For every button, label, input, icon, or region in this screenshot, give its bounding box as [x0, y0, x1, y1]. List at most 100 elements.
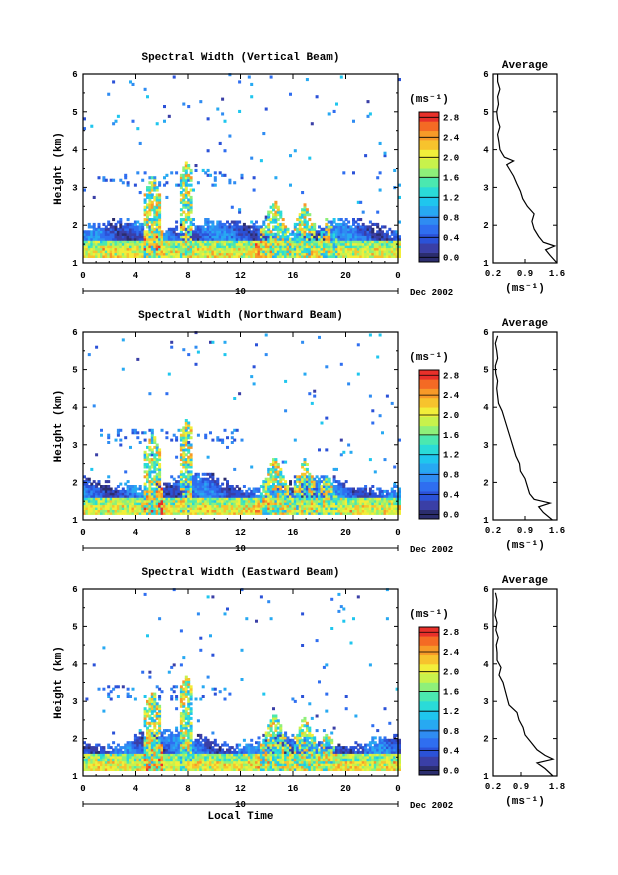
heatmap-cell	[121, 685, 125, 689]
heatmap-cell	[247, 497, 251, 501]
heatmap-cell	[330, 482, 334, 486]
heatmap-cell	[129, 511, 132, 515]
heatmap-cell	[235, 242, 239, 246]
heatmap-cell	[133, 487, 137, 491]
heatmap-cell	[153, 247, 157, 251]
heatmap-cell	[233, 230, 237, 234]
heatmap-cell	[199, 100, 203, 104]
heatmap-cell	[230, 245, 234, 249]
heatmap-cell	[250, 497, 254, 501]
heatmap-cell	[141, 746, 145, 750]
heatmap-cell	[184, 191, 188, 195]
heatmap-cell	[276, 252, 280, 256]
heatmap-cell	[107, 758, 111, 762]
heatmap-cell	[318, 511, 321, 515]
heatmap-cell	[267, 225, 271, 229]
heatmap-cell	[95, 509, 99, 513]
heatmap-cell	[172, 502, 176, 506]
heatmap-cell	[398, 195, 401, 199]
heatmap-cell	[160, 750, 164, 754]
heatmap-cell	[325, 475, 329, 479]
heatmap-cell	[187, 482, 191, 486]
heatmap-cell	[177, 504, 181, 508]
heatmap-cell	[339, 362, 343, 366]
heatmap-cell	[267, 247, 271, 251]
heatmap-cell	[218, 250, 222, 254]
heatmap-cell	[158, 254, 162, 258]
heatmap-cell	[344, 225, 348, 229]
heatmap-cell	[150, 250, 154, 254]
heatmap-cell	[153, 453, 157, 457]
heatmap-cell	[189, 426, 193, 430]
heatmap-cell	[339, 227, 343, 231]
heatmap-cell	[138, 504, 142, 508]
heatmap-cell	[366, 504, 370, 508]
heatmap-cell	[155, 242, 159, 246]
heatmap-cell	[179, 247, 183, 251]
heatmap-cell	[385, 511, 389, 515]
heatmap-cell	[206, 254, 210, 258]
heatmap-cell	[325, 494, 329, 498]
heatmap-cell	[376, 511, 380, 515]
heatmap-cell	[158, 465, 162, 469]
heatmap-cell	[90, 755, 94, 759]
heatmap-cell	[213, 489, 217, 493]
heatmap-cell	[238, 240, 242, 244]
heatmap-cell	[155, 507, 159, 510]
heatmap-cell	[366, 492, 370, 496]
heatmap-cell	[228, 497, 232, 501]
heatmap-cell	[335, 467, 338, 471]
heatmap-cell	[184, 507, 188, 510]
heatmap-cell	[298, 480, 302, 484]
heatmap-cell	[339, 494, 343, 498]
heatmap-cell	[121, 245, 125, 249]
heatmap-cell	[184, 431, 188, 435]
heatmap-cell	[269, 504, 273, 508]
heatmap-cell	[189, 225, 193, 229]
heatmap-cell	[184, 254, 188, 258]
heatmap-cell	[318, 489, 321, 493]
heatmap-cell	[209, 247, 212, 251]
heatmap-cell	[206, 504, 210, 508]
heatmap-cell	[172, 247, 176, 251]
heatmap-cell	[395, 497, 399, 501]
heatmap-cell	[274, 475, 278, 479]
heatmap-cell	[272, 504, 275, 508]
heatmap-cell	[109, 489, 113, 493]
heatmap-cell	[221, 489, 225, 493]
heatmap-cell	[155, 254, 159, 258]
heatmap-cell	[344, 254, 348, 258]
heatmap-cell	[255, 254, 258, 258]
heatmap-cell	[107, 232, 111, 236]
heatmap-cell	[378, 502, 382, 506]
heatmap-cell	[104, 245, 108, 249]
heatmap-cell	[141, 509, 145, 513]
heatmap-cell	[170, 736, 174, 740]
heatmap-cell	[150, 743, 154, 747]
heatmap-cell	[366, 245, 370, 249]
heatmap-cell	[126, 502, 130, 506]
heatmap-cell	[293, 485, 297, 488]
heatmap-cell	[284, 245, 288, 249]
heatmap-cell	[289, 492, 292, 496]
heatmap-cell	[155, 458, 159, 462]
heatmap-cell	[121, 507, 125, 510]
heatmap-cell	[129, 225, 132, 229]
heatmap-cell	[255, 504, 258, 508]
heatmap-cell	[318, 245, 321, 249]
heatmap-cell	[279, 237, 283, 241]
heatmap-cell	[131, 502, 135, 506]
heatmap-cell	[308, 487, 312, 491]
heatmap-cell	[376, 176, 380, 180]
heatmap-cell	[102, 687, 106, 691]
heatmap-cell	[383, 458, 387, 462]
heatmap-cell	[95, 755, 99, 759]
heatmap-cell	[83, 237, 86, 241]
heatmap-cell	[179, 438, 183, 442]
heatmap-cell	[238, 492, 242, 496]
heatmap-cell	[320, 504, 324, 508]
heatmap-cell	[153, 235, 157, 239]
heatmap-cell	[335, 492, 338, 496]
heatmap-cell	[301, 463, 305, 466]
